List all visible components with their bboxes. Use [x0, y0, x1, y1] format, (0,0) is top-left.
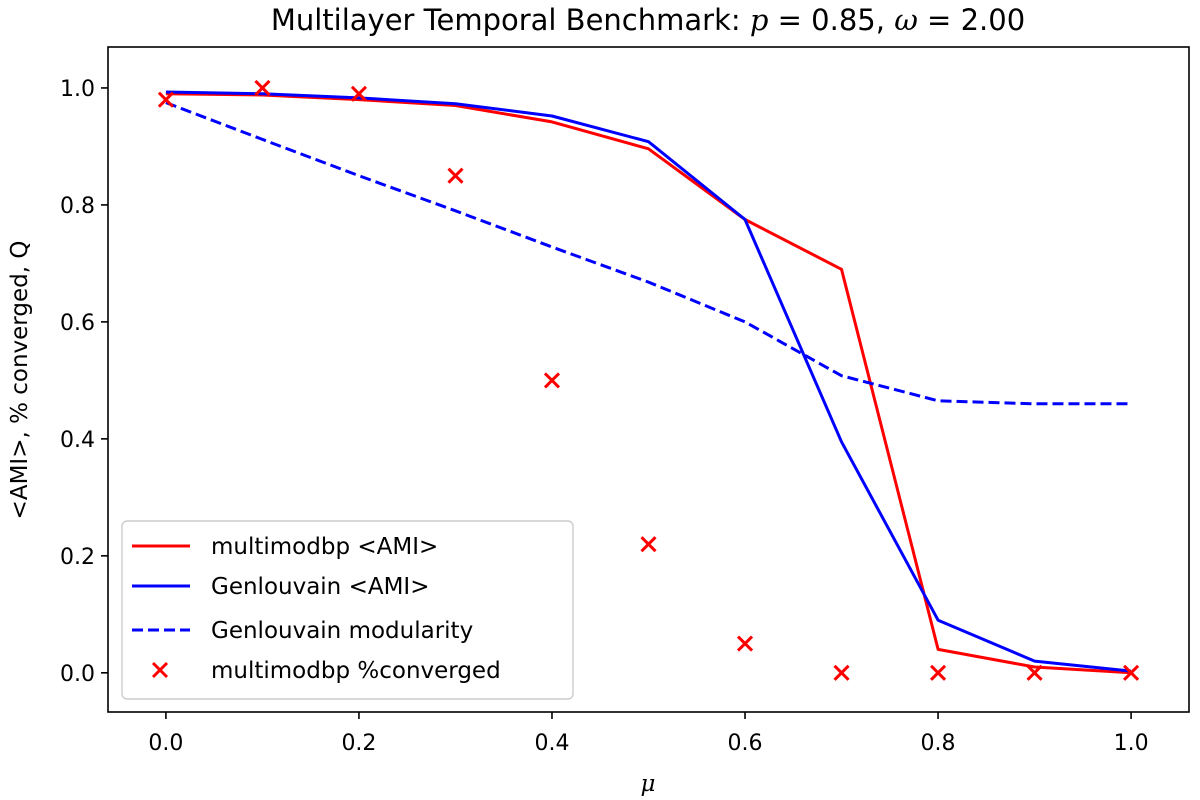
legend: multimodbp <AMI> Genlouvain <AMI> Genlouva…: [121, 520, 574, 700]
chart-title-omega-value: = 2.00: [918, 3, 1025, 37]
x-tick-label: 0.8: [921, 731, 956, 756]
multimodbp-converged-point: [833, 664, 850, 681]
y-axis-ticks: 0.0 0.2 0.4 0.6 0.8 1.0: [60, 77, 108, 687]
multimodbp-converged-point: [350, 85, 368, 102]
x-tick-label: 0.6: [728, 731, 763, 756]
y-tick-label: 0.8: [60, 194, 95, 219]
y-axis-label: <AMI>, % converged, Q: [7, 241, 33, 520]
multimodbp-converged-point: [157, 91, 174, 108]
multimodbp-converged-point: [736, 635, 754, 652]
multimodbp-converged-point: [1026, 664, 1043, 681]
y-tick-label: 0.6: [60, 311, 95, 336]
chart-title-p-value: = 0.85,: [768, 3, 894, 37]
legend-label-multimodbp-ami: multimodbp <AMI>: [211, 534, 438, 560]
genlouvain-modularity-line: [165, 101, 1132, 406]
y-tick-label: 1.0: [60, 77, 95, 102]
multimodbp-converged-point: [543, 372, 561, 389]
multimodbp-converged-point: [929, 664, 947, 681]
y-tick-label: 0.0: [60, 662, 95, 687]
multimodbp-converged-point: [1123, 664, 1140, 681]
x-axis-label: μ: [641, 771, 656, 797]
legend-marker-multimodbp-converged: [151, 661, 169, 679]
plot-frame: [107, 46, 1190, 713]
x-tick-label: 0.0: [148, 731, 183, 756]
chart-title-p-symbol: p: [750, 3, 769, 37]
x-tick-label: 0.2: [341, 731, 376, 756]
x-tick-label: 1.0: [1114, 731, 1149, 756]
legend-frame: [121, 520, 574, 700]
multimodbp-converged-point: [640, 536, 657, 553]
y-tick-label: 0.2: [60, 545, 95, 570]
multimodbp-ami-line: [165, 92, 1132, 675]
legend-label-genlouvain-ami: Genlouvain <AMI>: [211, 574, 429, 600]
multimodbp-converged-point: [447, 167, 464, 184]
multimodbp-converged-point: [254, 79, 271, 97]
series-layer: [157, 79, 1140, 681]
chart-title: Multilayer Temporal Benchmark: p = 0.85,…: [271, 3, 1025, 37]
y-tick-label: 0.4: [60, 428, 95, 453]
chart-title-prefix: Multilayer Temporal Benchmark:: [271, 3, 750, 37]
x-tick-label: 0.4: [534, 731, 569, 756]
x-axis-ticks: 0.0 0.2 0.4 0.6 0.8 1.0: [148, 712, 1149, 756]
legend-label-genlouvain-modularity: Genlouvain modularity: [211, 618, 473, 644]
genlouvain-ami-line: [165, 90, 1132, 673]
chart-title-omega-symbol: ω: [894, 3, 918, 37]
legend-label-multimodbp-converged: multimodbp %converged: [211, 658, 501, 684]
